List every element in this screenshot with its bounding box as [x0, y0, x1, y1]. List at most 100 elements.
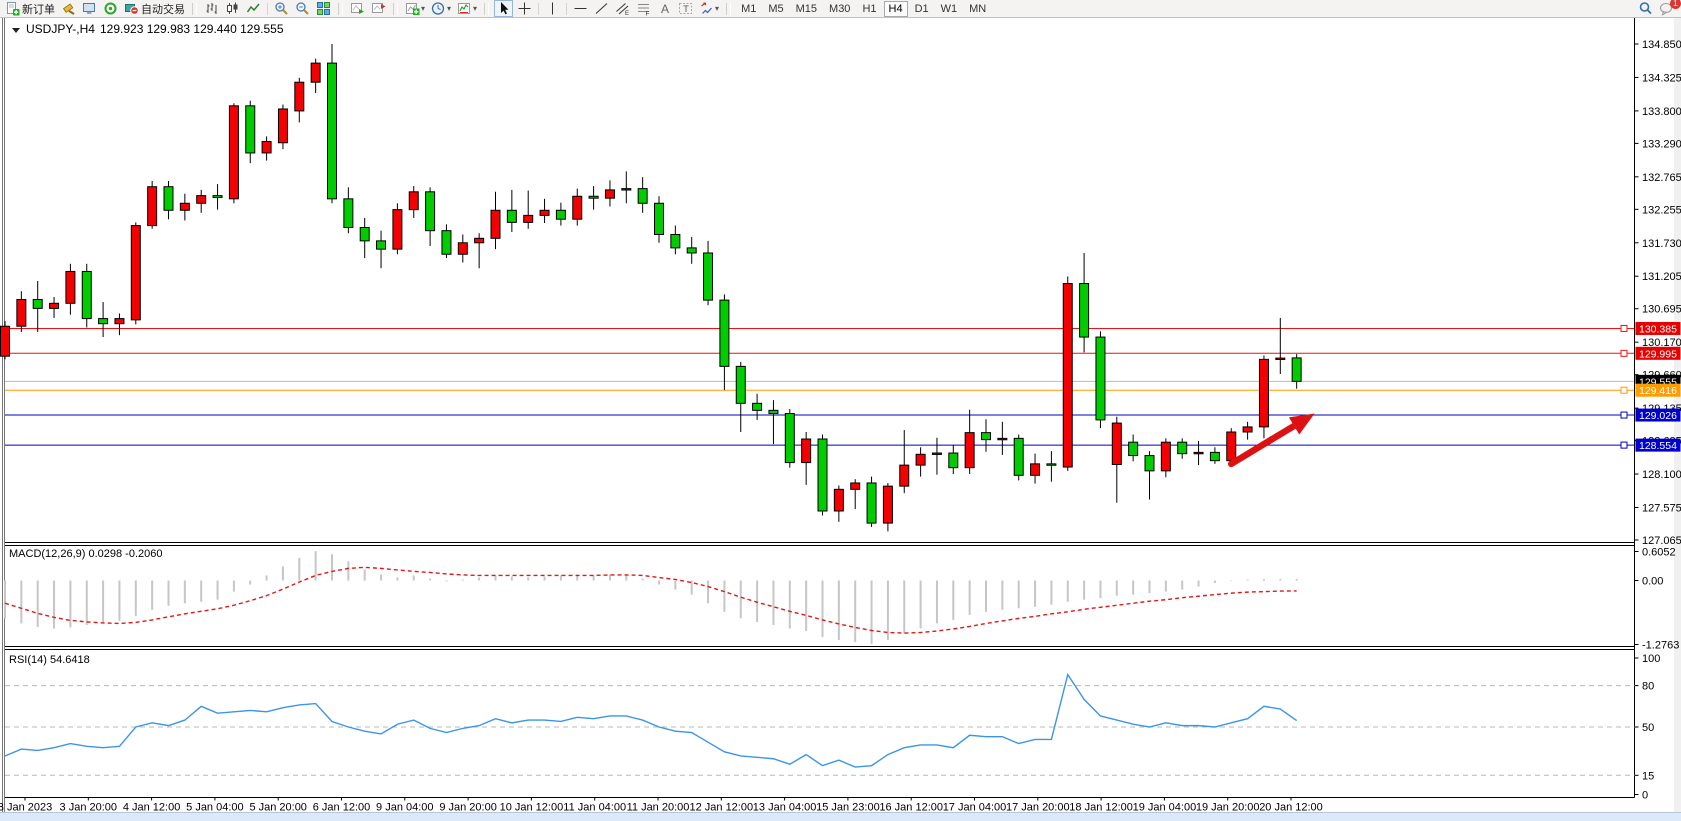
- zoom-out-button[interactable]: [293, 0, 312, 17]
- chartshift-icon: [372, 3, 386, 13]
- time-tick-label: 15 Jan 23:00: [816, 802, 880, 814]
- candle: [572, 195, 583, 220]
- bar-chart-button[interactable]: [202, 0, 221, 17]
- timeframe-m1-button[interactable]: M1: [741, 2, 757, 15]
- line-handle[interactable]: [1620, 441, 1628, 449]
- candle: [0, 325, 10, 357]
- zoom-in-button[interactable]: [272, 0, 291, 17]
- macd-tick-label: 0.00: [1642, 576, 1663, 588]
- channel-icon: E: [616, 3, 629, 16]
- timeframe-m5-button[interactable]: M5: [768, 2, 784, 15]
- time-tick-label: 4 Jan 12:00: [123, 802, 181, 814]
- one-click-expander-icon[interactable]: [12, 28, 20, 33]
- line-handle[interactable]: [1620, 349, 1628, 357]
- new-order-button[interactable]: 新订单: [3, 0, 57, 17]
- candle: [899, 464, 910, 487]
- time-axis: 3 Jan 2023 3 Jan 20:00 4 Jan 12:00 5 Jan 04…: [0, 797, 1323, 814]
- notifications-button[interactable]: 1: [1657, 0, 1681, 17]
- candle: [147, 186, 158, 227]
- label-button[interactable]: T: [676, 0, 695, 17]
- candle: [65, 270, 76, 304]
- zoom-out-icon: [296, 2, 309, 15]
- candle: [948, 452, 959, 469]
- candle: [441, 230, 452, 255]
- candle: [1013, 437, 1024, 476]
- time-tick-label: 12 Jan 12:00: [689, 802, 753, 814]
- line-handle[interactable]: [1620, 386, 1628, 394]
- text-button[interactable]: A: [655, 0, 674, 17]
- toolbar-grip: [726, 2, 732, 15]
- auto-scroll-button[interactable]: [348, 0, 367, 17]
- timeframe-m30-button[interactable]: M30: [829, 2, 851, 15]
- search-icon: [1639, 2, 1652, 15]
- community-button[interactable]: [101, 0, 120, 17]
- line-chart-button[interactable]: [244, 0, 263, 17]
- candle: [1046, 463, 1057, 466]
- dropdown-arrow-icon[interactable]: ▾: [421, 4, 426, 13]
- textA-icon: A: [661, 2, 669, 16]
- search-button[interactable]: [1636, 0, 1655, 17]
- clock-icon: [431, 2, 445, 15]
- candle: [98, 318, 109, 325]
- candle: [343, 198, 354, 228]
- terminal-button[interactable]: [80, 0, 99, 17]
- trend-arrow-annotation[interactable]: [1228, 413, 1315, 468]
- time-tick-label: 3 Jan 20:00: [60, 802, 118, 814]
- candle: [392, 209, 403, 250]
- candle: [703, 252, 714, 301]
- autotrading-button[interactable]: 自动交易: [122, 0, 187, 17]
- fibonacci-button[interactable]: F: [634, 0, 653, 17]
- candle: [196, 195, 207, 204]
- metaeditor-button[interactable]: [59, 0, 78, 17]
- svg-text:T: T: [683, 4, 689, 14]
- chat-bubble-icon: [1660, 3, 1672, 16]
- time-tick-label: 17 Jan 20:00: [1006, 802, 1070, 814]
- dropdown-arrow-icon[interactable]: ▾: [473, 4, 478, 13]
- timeframe-w1-button[interactable]: W1: [940, 2, 958, 15]
- indicators-button[interactable]: ▾: [403, 0, 427, 17]
- candle-chart-button[interactable]: [223, 0, 242, 17]
- rsi-panel: 100 80 50 15 0 RSI(14) 54.6418: [4, 653, 1660, 802]
- time-tick-label: 19 Jan 20:00: [1196, 802, 1260, 814]
- candle: [555, 209, 566, 220]
- trendline-button[interactable]: [592, 0, 611, 17]
- timeframe-mn-button[interactable]: MN: [969, 2, 987, 15]
- arrows-icon: [701, 2, 712, 14]
- line-handle[interactable]: [1620, 324, 1628, 332]
- periods-button[interactable]: ▾: [429, 0, 453, 17]
- horizontal-line-button[interactable]: [571, 0, 590, 17]
- candle: [1079, 283, 1090, 338]
- tile-windows-button[interactable]: [314, 0, 333, 17]
- time-tick-label: 17 Jan 04:00: [943, 802, 1007, 814]
- price-tag-label: 129.995: [1639, 348, 1677, 360]
- templates-button[interactable]: ▾: [455, 0, 479, 17]
- candle: [686, 247, 697, 254]
- autoscroll-icon: [351, 3, 364, 14]
- timeframe-h4-button[interactable]: H4: [883, 0, 908, 17]
- timeframe-m15-button[interactable]: M15: [795, 2, 818, 15]
- candle: [490, 209, 501, 239]
- line-handle[interactable]: [1620, 411, 1628, 419]
- price-tag: [1635, 438, 1681, 452]
- dropdown-arrow-icon[interactable]: ▾: [447, 4, 452, 13]
- template-icon: [458, 3, 471, 14]
- candle: [1030, 463, 1041, 476]
- timeframe-h1-button[interactable]: H1: [862, 2, 877, 15]
- price-tag-label: 130.385: [1639, 323, 1677, 335]
- toolbar-grip: [393, 2, 398, 15]
- rsi-tick-label: 50: [1642, 722, 1654, 734]
- cursor-button[interactable]: [494, 0, 514, 17]
- candle: [997, 437, 1008, 441]
- chart-shift-button[interactable]: [369, 0, 388, 17]
- timeframe-d1-button[interactable]: D1: [914, 2, 929, 15]
- vline-icon: [552, 2, 554, 15]
- vertical-line-button[interactable]: [543, 0, 562, 17]
- crosshair-button[interactable]: [515, 0, 534, 17]
- arrows-button[interactable]: ▾: [697, 0, 721, 17]
- candle: [294, 81, 305, 112]
- dropdown-arrow-icon[interactable]: ▾: [715, 4, 720, 13]
- equidistant-channel-button[interactable]: E: [613, 0, 632, 17]
- candle: [1160, 441, 1171, 472]
- candle: [523, 214, 534, 223]
